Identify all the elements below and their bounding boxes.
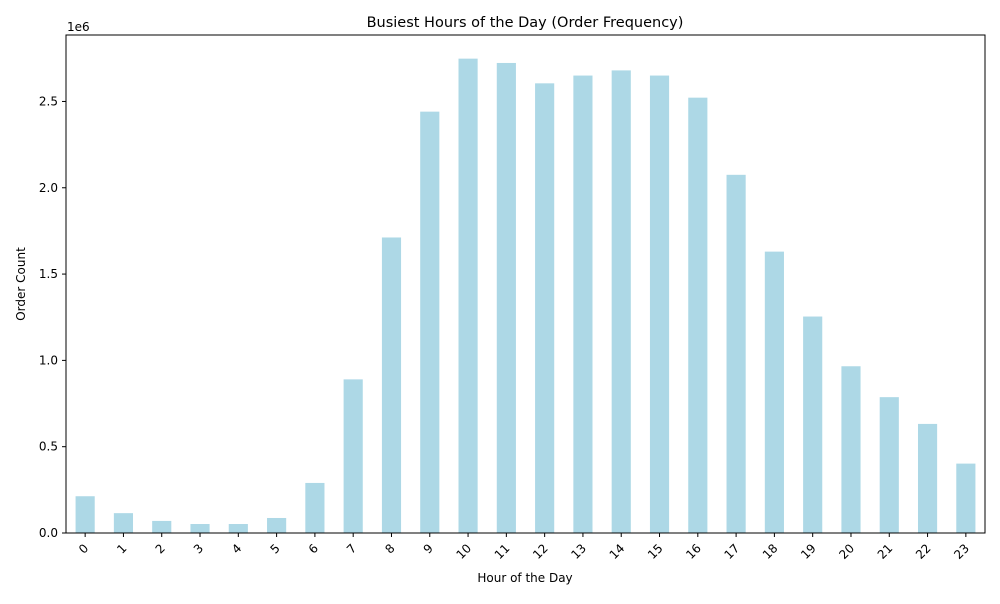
bar-hour-15: [649, 75, 670, 533]
y-tick-label: 2.0: [39, 181, 58, 195]
bar-hour-6: [305, 482, 325, 533]
x-tick-label: 18: [760, 541, 781, 562]
y-tick-label: 2.5: [39, 94, 58, 108]
bar-hour-17: [726, 174, 746, 533]
x-tick-label: 12: [530, 541, 551, 562]
y-tick-label: 0.0: [39, 526, 58, 540]
x-tick-label: 21: [875, 541, 896, 562]
y-axis-ticks: 0.0 0.5 1.0 1.5 2.0 2.5: [39, 94, 66, 540]
y-tick-label: 0.5: [39, 440, 58, 454]
x-tick-label: 14: [607, 541, 628, 562]
x-tick-label: 5: [267, 541, 282, 556]
x-tick-label: 16: [683, 541, 704, 562]
x-axis-label: Hour of the Day: [477, 571, 572, 585]
y-axis-multiplier-label: 1e6: [67, 20, 90, 34]
plot-area-frame: [65, 34, 986, 534]
x-tick-label: 7: [344, 541, 359, 556]
x-tick-label: 1: [114, 541, 129, 556]
y-tick-label: 1.5: [39, 267, 58, 281]
bar-hour-10: [458, 58, 478, 534]
x-tick-label: 8: [382, 541, 397, 556]
bar-hour-20: [841, 366, 861, 533]
y-tick-label: 1.0: [39, 353, 58, 367]
x-tick-label: 10: [453, 541, 474, 562]
bars-group: [75, 58, 976, 534]
bar-hour-21: [879, 397, 899, 533]
x-tick-label: 17: [722, 541, 743, 562]
bar-hour-2: [152, 520, 172, 533]
bar-hour-9: [420, 111, 440, 533]
x-tick-label: 9: [421, 541, 436, 556]
x-tick-label: 13: [568, 541, 589, 562]
x-tick-label: 15: [645, 541, 666, 562]
bar-hour-3: [190, 524, 210, 533]
x-tick-label: 6: [306, 541, 321, 556]
bar-hour-19: [803, 316, 823, 533]
x-tick-label: 22: [913, 541, 934, 562]
x-tick-label: 20: [836, 541, 857, 562]
bar-hour-0: [75, 496, 95, 533]
bar-hour-18: [764, 251, 784, 533]
bar-hour-12: [535, 83, 555, 533]
x-tick-label: 23: [951, 541, 972, 562]
bar-hour-7: [343, 379, 363, 533]
bar-hour-22: [917, 423, 938, 533]
x-tick-label: 3: [191, 541, 206, 556]
x-axis-ticks: 0 1 2 3 4 5 6 7 8 9 10 11 12 13 14 15 16 17 18 19 20 21 22 23: [76, 533, 972, 562]
x-tick-label: 0: [76, 541, 91, 556]
bar-hour-4: [228, 524, 248, 533]
bar-hour-23: [956, 463, 976, 533]
x-tick-label: 19: [798, 541, 819, 562]
bar-hour-1: [113, 513, 134, 533]
bar-hour-16: [688, 97, 708, 533]
bar-hour-11: [496, 62, 516, 534]
x-tick-label: 11: [492, 541, 513, 562]
y-axis-label: Order Count: [14, 247, 28, 321]
x-tick-label: 2: [153, 541, 168, 556]
x-tick-label: 4: [229, 541, 244, 556]
bar-hour-8: [381, 237, 402, 534]
chart-title: Busiest Hours of the Day (Order Frequenc…: [367, 15, 684, 31]
bar-hour-13: [573, 75, 593, 533]
bar-hour-5: [267, 517, 287, 533]
bar-hour-14: [611, 70, 631, 533]
